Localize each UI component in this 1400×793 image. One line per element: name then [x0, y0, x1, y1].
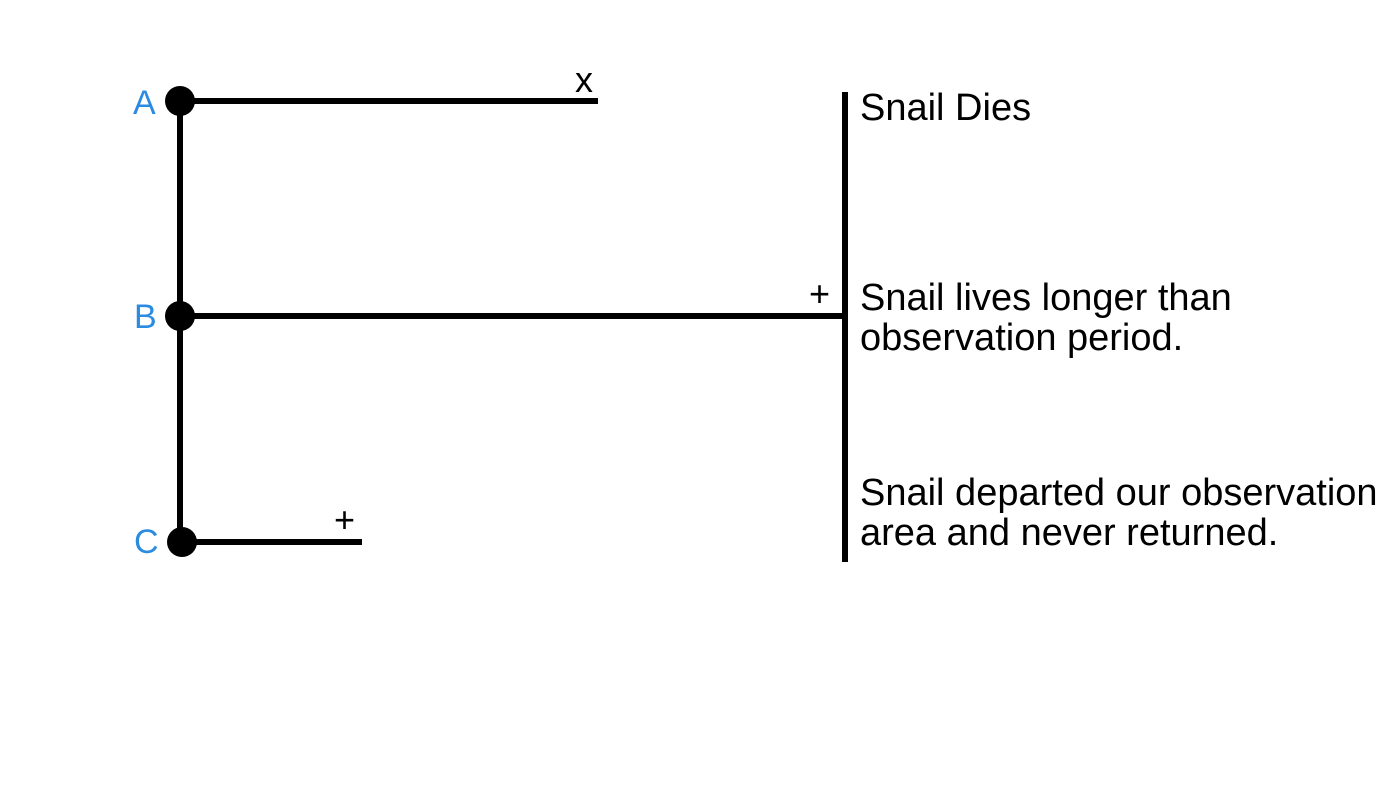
outcome-snail-dies: Snail Dies [860, 88, 1031, 128]
outcome-lives-longer-line-2: observation period. [860, 317, 1184, 359]
subject-a-label: A [133, 84, 156, 122]
subject-a-node [165, 86, 195, 116]
outcome-departed-area: Snail departed our observation area and … [860, 473, 1378, 553]
subject-b-label: B [134, 298, 157, 336]
subject-c-node [167, 527, 197, 557]
outcome-departed-area-line-2: area and never returned. [860, 512, 1279, 554]
subject-a-end-marker: x [575, 59, 593, 100]
subject-c-end-marker: + [334, 499, 355, 540]
outcome-lives-longer-line-1: Snail lives longer than [860, 277, 1232, 319]
outcome-lives-longer: Snail lives longer than observation peri… [860, 278, 1232, 358]
subject-b-end-marker: + [809, 273, 830, 314]
outcome-snail-dies-line-1: Snail Dies [860, 87, 1032, 129]
outcome-departed-area-line-1: Snail departed our observation [860, 472, 1378, 514]
subject-b-node [165, 301, 195, 331]
subject-c-label: C [134, 523, 159, 561]
